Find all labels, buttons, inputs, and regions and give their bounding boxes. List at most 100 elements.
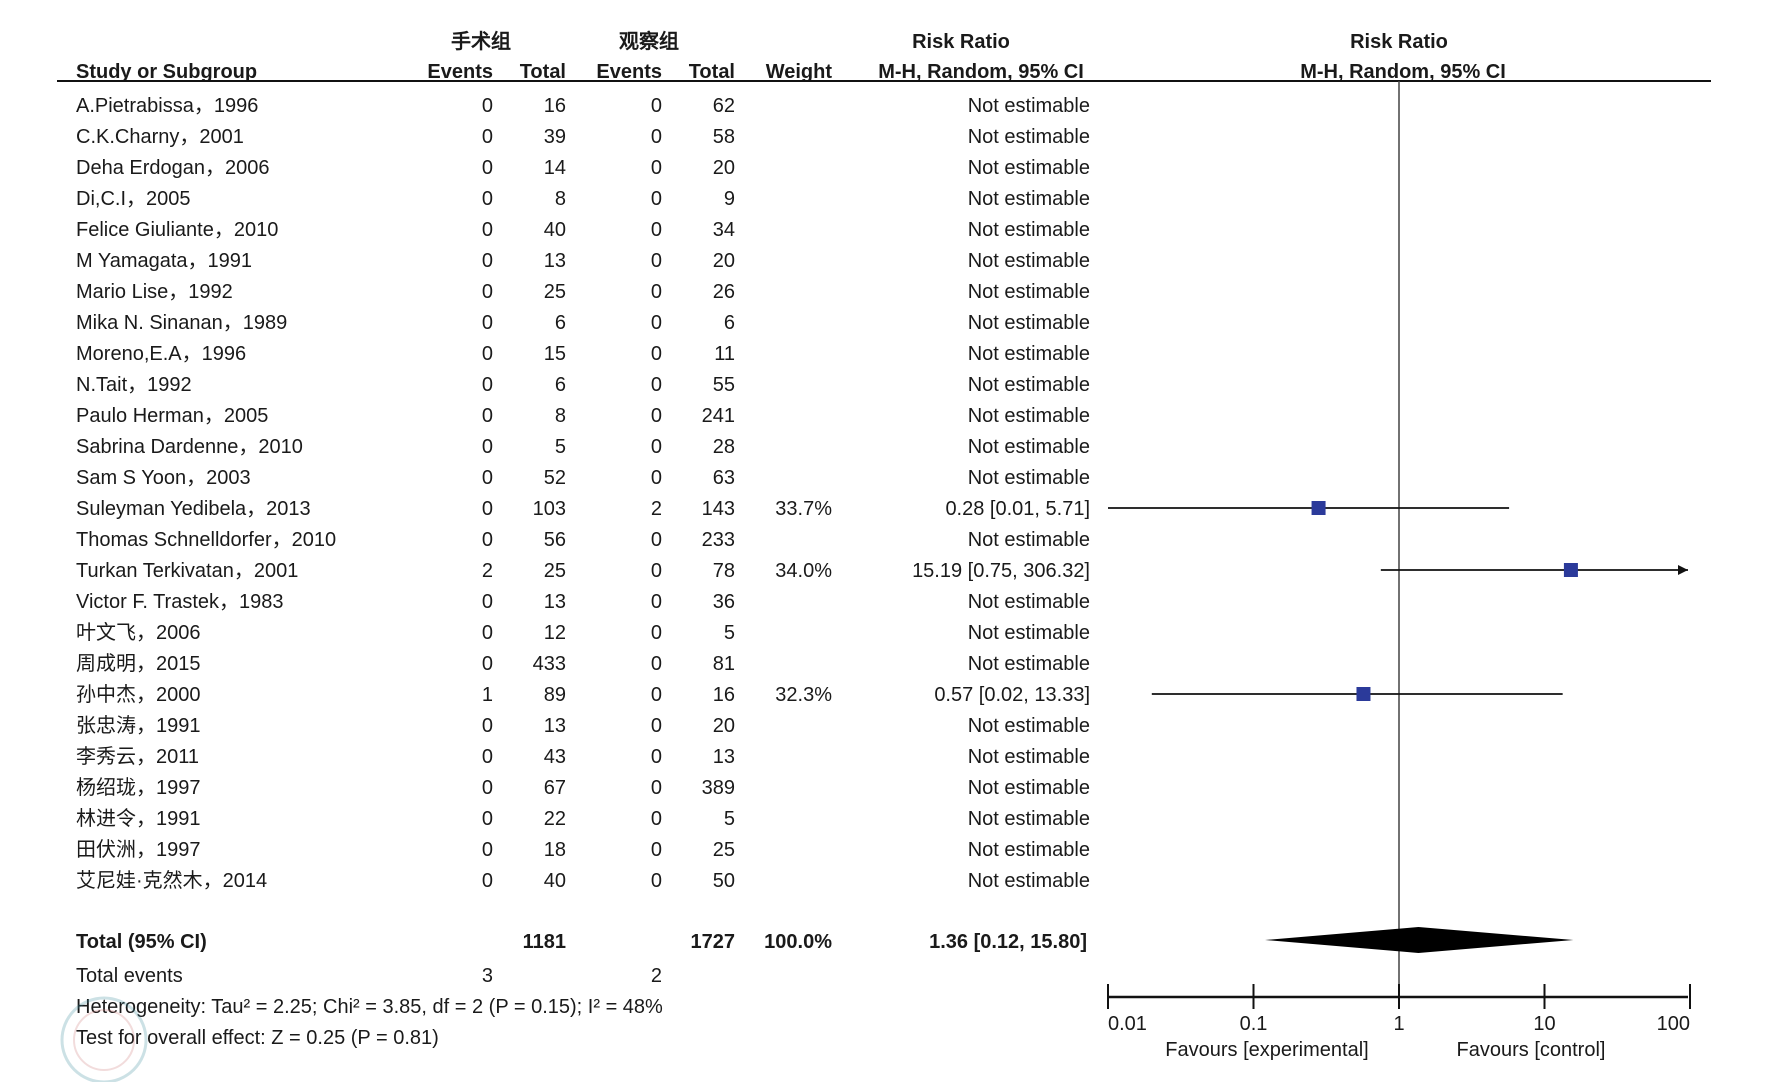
events1: 0 xyxy=(482,436,493,458)
axis-tick-label: 1 xyxy=(1393,1013,1404,1035)
total2: 26 xyxy=(713,281,735,303)
events2: 0 xyxy=(651,622,662,644)
plot-title: Risk Ratio xyxy=(1350,31,1448,53)
events1: 0 xyxy=(482,95,493,117)
study-row: 张忠涛，1991 0 13 0 20 Not estimable xyxy=(76,714,1090,737)
axis-tick-label: 10 xyxy=(1533,1013,1555,1035)
study-row: N.Tait，1992 0 6 0 55 Not estimable xyxy=(76,374,1090,396)
study-row: 李秀云，2011 0 43 0 13 Not estimable xyxy=(76,745,1090,768)
weight-header: Weight xyxy=(766,61,833,83)
total2: 58 xyxy=(713,126,735,148)
total2: 20 xyxy=(713,157,735,179)
total2: 55 xyxy=(713,374,735,396)
study-row: Turkan Terkivatan，2001 2 25 0 78 34.0% 15.19 [… xyxy=(76,560,1688,582)
study-name: A.Pietrabissa，1996 xyxy=(76,95,258,117)
x-axis: 0.01 0.1 1 10 100 xyxy=(1107,984,1691,1035)
total1: 15 xyxy=(544,343,566,365)
events1: 1 xyxy=(482,684,493,706)
ci-text: 0.28 [0.01, 5.71] xyxy=(945,498,1090,520)
total-label: Total (95% CI) xyxy=(76,931,207,953)
total1: 40 xyxy=(544,870,566,892)
study-name: 张忠涛，1991 xyxy=(76,714,201,737)
total2: 6 xyxy=(724,312,735,334)
study-row: Victor F. Trastek，1983 0 13 0 36 Not estimabl… xyxy=(76,591,1090,613)
total-ci: 1.36 [0.12, 15.80] xyxy=(929,931,1087,953)
heterogeneity-text: Heterogeneity: Tau² = 2.25; Chi² = 3.85,… xyxy=(76,996,663,1018)
events2: 0 xyxy=(651,777,662,799)
ci-text: Not estimable xyxy=(968,777,1090,799)
study-row: 孙中杰，2000 1 89 0 16 32.3% 0.57 [0.02, 13.33] xyxy=(76,683,1563,706)
effect-square xyxy=(1356,687,1371,701)
events2: 0 xyxy=(651,188,662,210)
effect-square xyxy=(1311,501,1326,515)
ci-text: Not estimable xyxy=(968,250,1090,272)
watermark-logo xyxy=(60,996,148,1082)
events1: 0 xyxy=(482,157,493,179)
events1: 0 xyxy=(482,746,493,768)
weight: 33.7% xyxy=(775,498,832,520)
ci-text: Not estimable xyxy=(968,653,1090,675)
events2: 0 xyxy=(651,870,662,892)
ci-text: Not estimable xyxy=(968,219,1090,241)
total1-header: Total xyxy=(520,61,566,83)
ci-text: Not estimable xyxy=(968,436,1090,458)
total1: 433 xyxy=(533,653,566,675)
study-name: 孙中杰，2000 xyxy=(76,683,201,706)
ci-text: Not estimable xyxy=(968,870,1090,892)
study-name: 叶文飞，2006 xyxy=(76,621,201,644)
axis-tick-label: 100 xyxy=(1657,1013,1690,1035)
events1: 0 xyxy=(482,808,493,830)
total2: 50 xyxy=(713,870,735,892)
rr-column-method: M-H, Random, 95% CI xyxy=(878,61,1084,83)
total1: 6 xyxy=(555,374,566,396)
study-row: M Yamagata，1991 0 13 0 20 Not estimable xyxy=(76,250,1090,272)
total1: 5 xyxy=(555,436,566,458)
total1: 67 xyxy=(544,777,566,799)
study-row: 叶文飞，2006 0 12 0 5 Not estimable xyxy=(76,621,1090,644)
total2: 36 xyxy=(713,591,735,613)
events1: 0 xyxy=(482,343,493,365)
rr-column-title: Risk Ratio xyxy=(912,31,1010,53)
ci-text: Not estimable xyxy=(968,374,1090,396)
events1: 0 xyxy=(482,405,493,427)
events1: 0 xyxy=(482,870,493,892)
study-name: Moreno,E.A，1996 xyxy=(76,343,246,365)
study-name: Victor F. Trastek，1983 xyxy=(76,591,284,613)
total2: 63 xyxy=(713,467,735,489)
total1: 13 xyxy=(544,250,566,272)
study-row: Mika N. Sinanan，1989 0 6 0 6 Not estimable xyxy=(76,312,1090,334)
total2: 81 xyxy=(713,653,735,675)
ci-text: Not estimable xyxy=(968,839,1090,861)
total1: 25 xyxy=(544,560,566,582)
study-name: Mika N. Sinanan，1989 xyxy=(76,312,287,334)
study-row: Moreno,E.A，1996 0 15 0 11 Not estimable xyxy=(76,343,1090,365)
effect-square xyxy=(1563,563,1578,577)
study-name: 林进令，1991 xyxy=(76,807,201,830)
study-name: 杨绍珑，1997 xyxy=(76,776,201,799)
study-name: 李秀云，2011 xyxy=(76,745,199,768)
study-name: Di,C.I，2005 xyxy=(76,188,191,210)
events2: 0 xyxy=(651,343,662,365)
total2: 241 xyxy=(702,405,735,427)
ci-text: Not estimable xyxy=(968,467,1090,489)
total1: 6 xyxy=(555,312,566,334)
events2: 0 xyxy=(651,715,662,737)
total-n1: 1181 xyxy=(523,931,566,953)
study-row: 杨绍珑，1997 0 67 0 389 Not estimable xyxy=(76,776,1090,799)
total2: 20 xyxy=(713,250,735,272)
study-row: Paulo Herman，2005 0 8 0 241 Not estimable xyxy=(76,405,1090,427)
study-name: Suleyman Yedibela，2013 xyxy=(76,498,311,520)
events2: 0 xyxy=(651,219,662,241)
total2: 5 xyxy=(724,808,735,830)
ci-text: Not estimable xyxy=(968,312,1090,334)
axis-tick-label: 0.01 xyxy=(1108,1013,1147,1035)
study-name: N.Tait，1992 xyxy=(76,374,192,396)
total2: 11 xyxy=(714,343,735,365)
events2: 0 xyxy=(651,653,662,675)
study-row: 艾尼娃·克然木，2014 0 40 0 50 Not estimable xyxy=(76,869,1090,892)
total1: 43 xyxy=(544,746,566,768)
favours-right-label: Favours [control] xyxy=(1457,1039,1606,1061)
total1: 12 xyxy=(544,622,566,644)
events1: 0 xyxy=(482,777,493,799)
total1: 8 xyxy=(555,188,566,210)
